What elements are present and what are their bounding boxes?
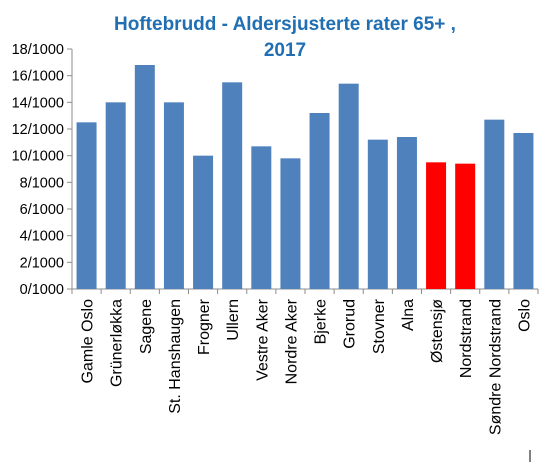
chart-title-line-2: 2017 xyxy=(264,40,306,61)
y-tick-label: 14/1000 xyxy=(12,95,64,111)
x-category-label: Stovner xyxy=(371,298,388,354)
bar-5 xyxy=(222,82,243,289)
x-category-label: Vestre Aker xyxy=(254,298,271,380)
bar-12 xyxy=(426,162,447,289)
x-category-label: Gamle Oslo xyxy=(80,299,97,384)
y-tick-label: 16/1000 xyxy=(12,69,64,85)
x-category-label: Alna xyxy=(400,299,417,331)
bar-6 xyxy=(251,146,272,289)
x-category-label: Østensjø xyxy=(429,299,446,363)
y-tick-label: 8/1000 xyxy=(20,175,64,191)
y-tick-label: 10/1000 xyxy=(12,149,64,165)
x-category-label: Ullern xyxy=(225,299,242,341)
x-category-label: Oslo xyxy=(516,299,533,332)
y-tick-label: 6/1000 xyxy=(20,202,64,218)
x-category-label: Grünerløkka xyxy=(109,299,126,387)
plot-area: 0/1000 2/1000 4/1000 6/1000 8/1000 10/1000 12/… xyxy=(12,42,539,435)
x-category-label: Nordstrand xyxy=(458,299,475,378)
bar-4 xyxy=(193,155,214,289)
bar-13 xyxy=(455,163,476,289)
bar-7 xyxy=(280,158,301,289)
bar-8 xyxy=(309,113,330,289)
x-category-label: Frogner xyxy=(196,298,213,355)
x-category-label: Bjerke xyxy=(313,299,330,344)
x-category-label: Sagene xyxy=(138,299,155,354)
bar-11 xyxy=(396,137,417,289)
bar-9 xyxy=(338,83,359,290)
y-tick-label: 2/1000 xyxy=(20,255,64,271)
bar-1 xyxy=(105,102,126,289)
x-category-label: Nordre Aker xyxy=(283,298,300,384)
x-category-label: St. Hanshaugen xyxy=(167,299,184,414)
x-category-label: Grorud xyxy=(342,299,359,349)
x-category-label: Søndre Nordstrand xyxy=(487,299,504,435)
y-tick-label: 0/1000 xyxy=(20,282,64,298)
bar-2 xyxy=(134,65,155,289)
chart-title-line-1: Hoftebrudd - Aldersjusterte rater 65+ , xyxy=(114,14,456,35)
bar-10 xyxy=(367,139,388,289)
bar-0 xyxy=(76,122,97,289)
bar-15 xyxy=(513,133,534,289)
y-tick-label: 18/1000 xyxy=(12,42,64,58)
bar-14 xyxy=(484,119,505,290)
y-tick-label: 4/1000 xyxy=(20,229,64,245)
bar-3 xyxy=(163,102,184,289)
y-tick-label: 12/1000 xyxy=(12,122,64,138)
